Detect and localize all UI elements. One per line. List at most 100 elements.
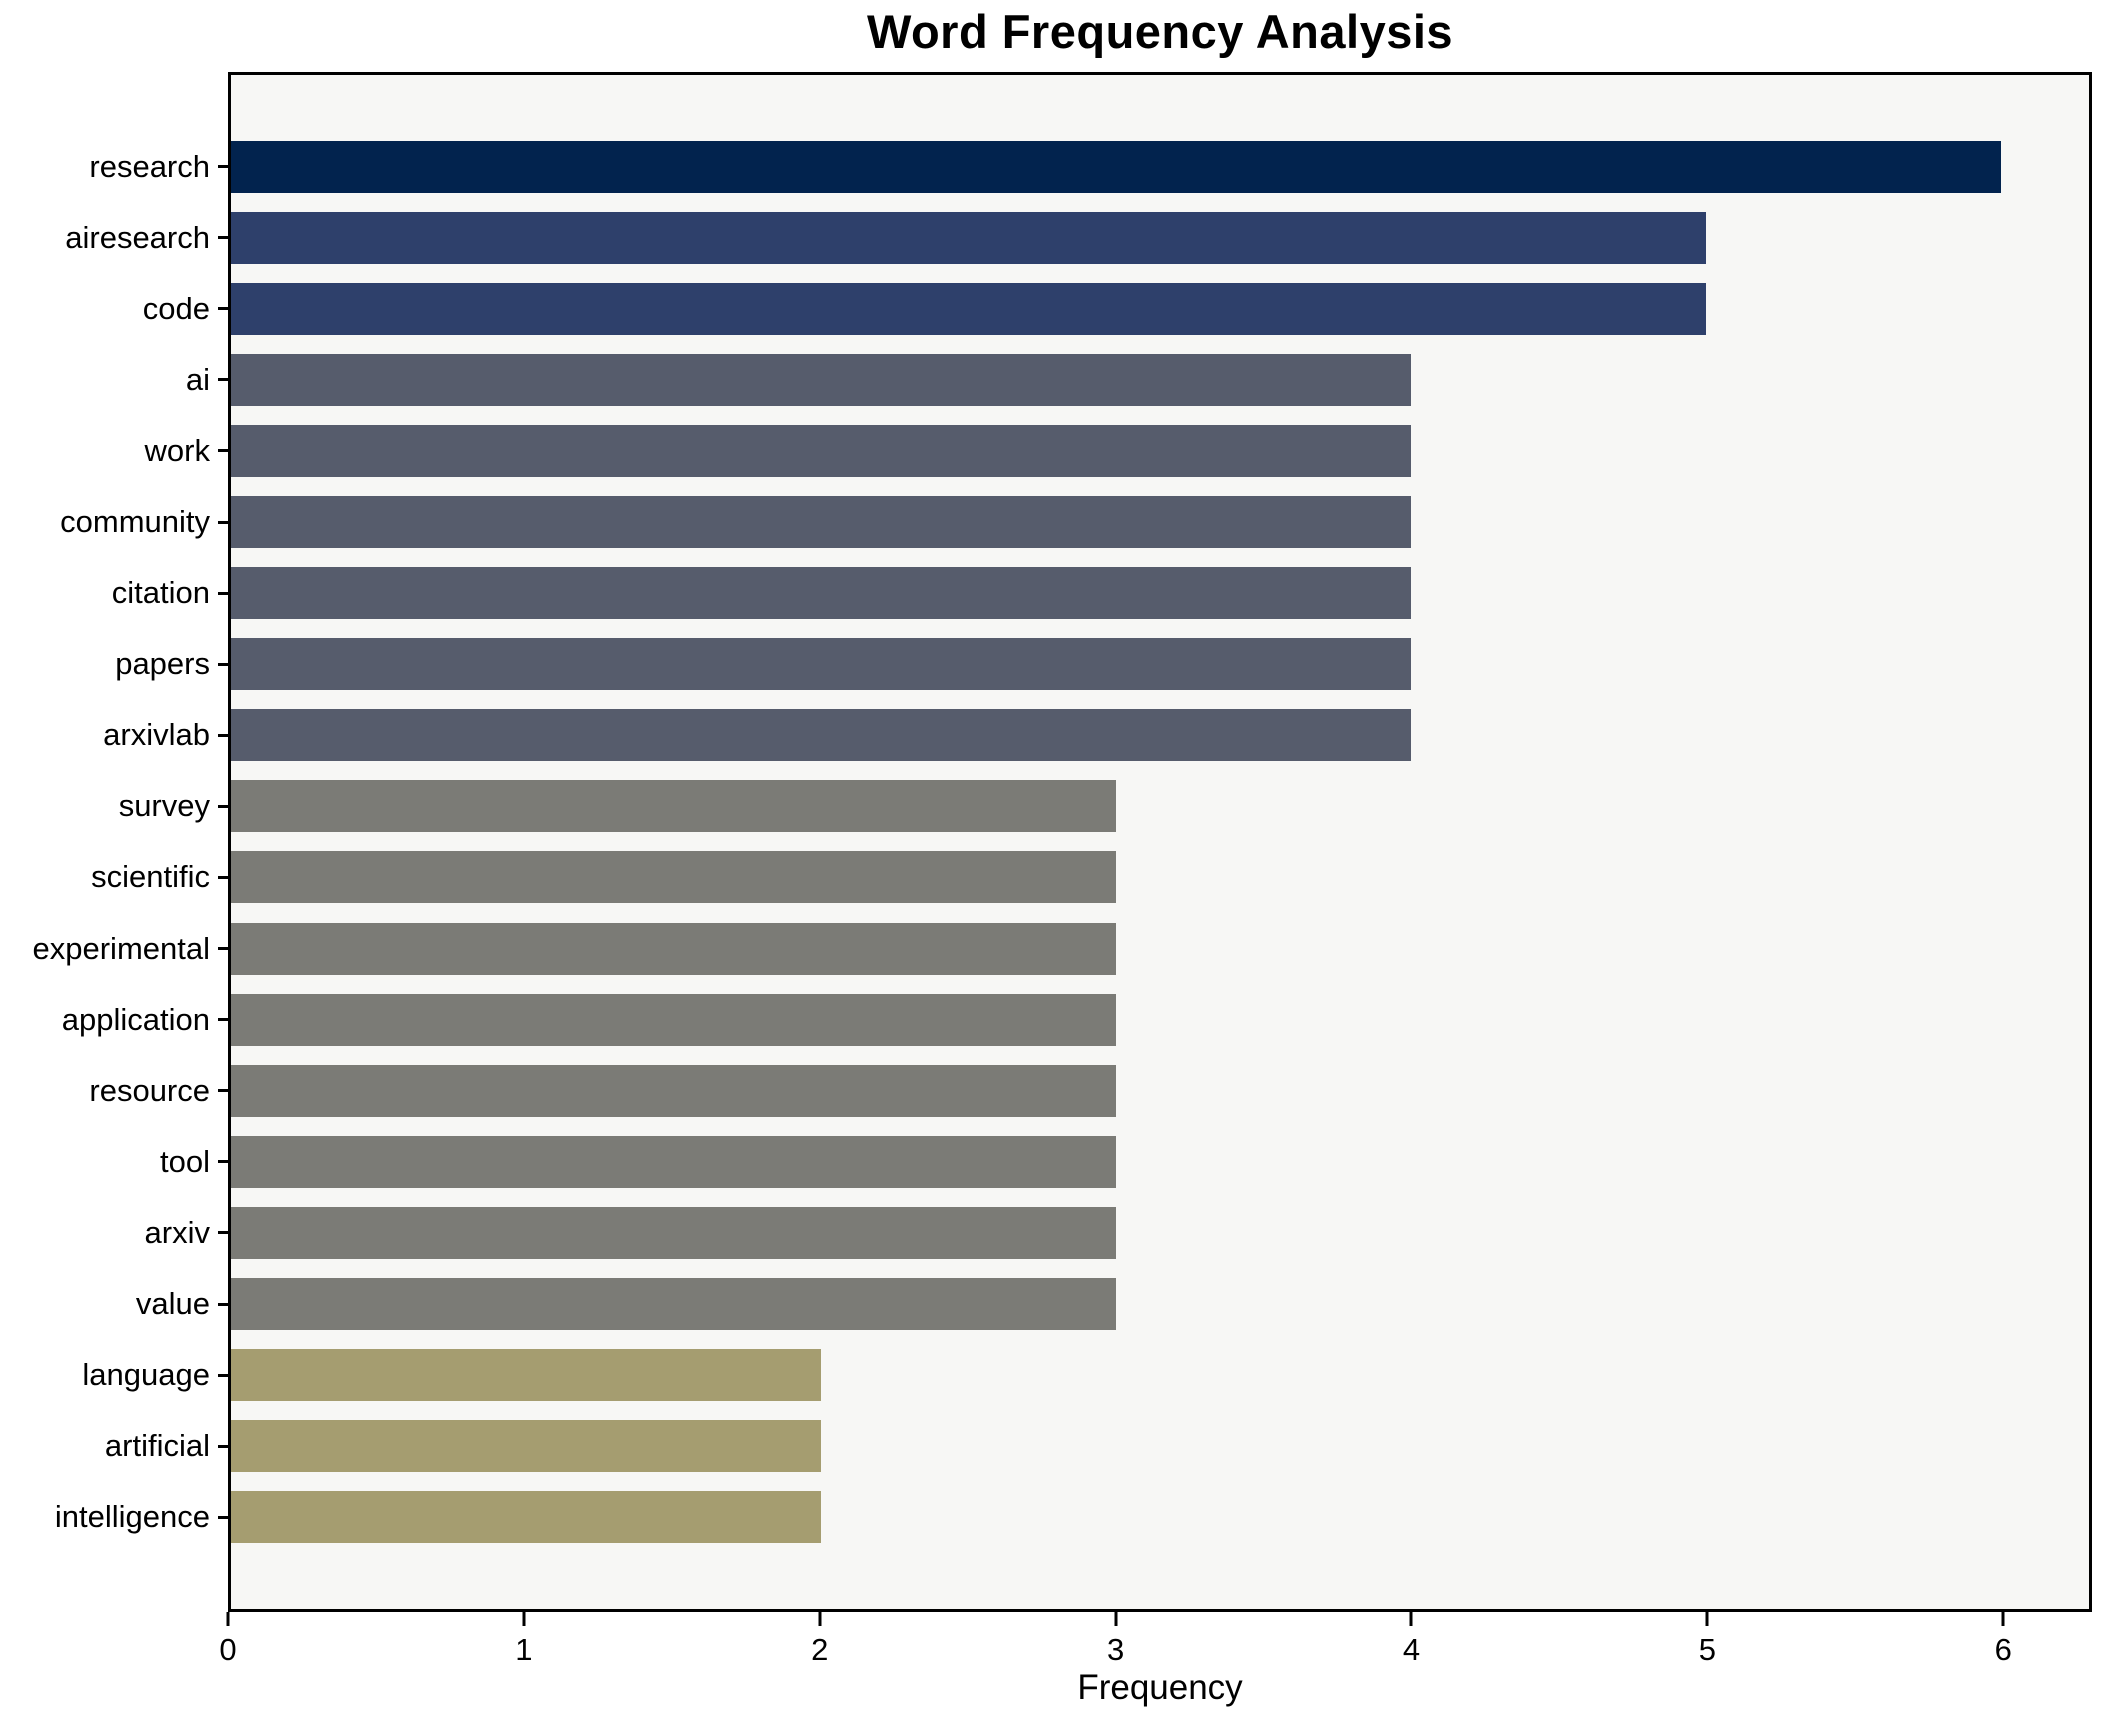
y-tick-row: experimental — [0, 913, 228, 984]
y-tick-row: community — [0, 486, 228, 557]
bar-resource — [231, 1064, 1116, 1117]
bar-airesearch — [231, 211, 1706, 264]
bar-arxivlab — [231, 709, 1411, 762]
bar-research — [231, 140, 2001, 193]
y-tick-label-application: application — [61, 1001, 210, 1037]
y-tick-label-airesearch: airesearch — [65, 219, 210, 255]
bar-row — [231, 700, 2089, 771]
y-tick-label-citation: citation — [111, 575, 210, 611]
y-tick-mark — [218, 520, 228, 524]
bar-artificial — [231, 1420, 821, 1473]
x-tick-label-2: 2 — [811, 1632, 829, 1667]
bar-application — [231, 993, 1116, 1046]
y-tick-label-artificial: artificial — [104, 1428, 210, 1464]
bar-citation — [231, 567, 1411, 620]
x-tick-mark — [2001, 1612, 2005, 1626]
bar-row — [231, 1340, 2089, 1411]
bar-row — [231, 415, 2089, 486]
y-tick-label-value: value — [135, 1286, 210, 1322]
y-tick-label-arxiv: arxiv — [144, 1214, 210, 1250]
chart-title: Word Frequency Analysis — [866, 5, 1454, 58]
bar-intelligence — [231, 1491, 821, 1544]
x-tick-mark — [1705, 1612, 1709, 1626]
y-tick-mark — [218, 1302, 228, 1306]
bar-tool — [231, 1135, 1116, 1188]
y-tick-mark — [218, 875, 228, 879]
bar-row — [231, 1197, 2089, 1268]
bar-community — [231, 496, 1411, 549]
bar-row — [231, 202, 2089, 273]
y-tick-mark — [218, 591, 228, 595]
y-axis: research airesearch code ai work community cit… — [0, 75, 228, 1609]
y-tick-mark — [218, 1018, 228, 1022]
x-axis: 0 1 2 3 4 5 6 — [219, 1612, 2092, 1682]
x-axis-label: Frequency — [1077, 1668, 1243, 1707]
y-tick-mark — [218, 733, 228, 737]
y-tick-mark — [218, 662, 228, 666]
x-tick-label-0: 0 — [219, 1632, 237, 1667]
bar-row — [231, 486, 2089, 557]
y-tick-row: survey — [0, 771, 228, 842]
y-tick-label-experimental: experimental — [32, 930, 210, 966]
y-tick-row: ai — [0, 344, 228, 415]
bar-row — [231, 1269, 2089, 1340]
y-tick-mark — [218, 1231, 228, 1235]
y-tick-row: code — [0, 273, 228, 344]
y-tick-row: arxivlab — [0, 700, 228, 771]
bar-experimental — [231, 922, 1116, 975]
bar-row — [231, 558, 2089, 629]
y-tick-label-arxivlab: arxivlab — [103, 717, 210, 753]
bar-row — [231, 1126, 2089, 1197]
bar-ai — [231, 353, 1411, 406]
y-tick-label-scientific: scientific — [91, 859, 210, 895]
y-tick-row: intelligence — [0, 1482, 228, 1553]
y-tick-mark — [218, 307, 228, 311]
bar-papers — [231, 638, 1411, 691]
y-tick-label-community: community — [60, 504, 210, 540]
x-tick-mark — [818, 1612, 822, 1626]
y-tick-row: application — [0, 984, 228, 1055]
x-tick-label-5: 5 — [1698, 1632, 1716, 1667]
y-tick-row: artificial — [0, 1411, 228, 1482]
y-tick-row: papers — [0, 629, 228, 700]
y-tick-label-research: research — [89, 148, 210, 184]
x-tick-mark — [1114, 1612, 1118, 1626]
y-tick-label-ai: ai — [185, 361, 210, 397]
y-tick-mark — [218, 165, 228, 169]
y-tick-row: research — [0, 131, 228, 202]
bar-row — [231, 1055, 2089, 1126]
y-tick-row: value — [0, 1269, 228, 1340]
y-tick-row: resource — [0, 1055, 228, 1126]
y-tick-label-intelligence: intelligence — [54, 1499, 210, 1535]
x-tick-mark — [1409, 1612, 1413, 1626]
bar-row — [231, 1411, 2089, 1482]
y-tick-mark — [218, 1160, 228, 1164]
y-tick-label-work: work — [144, 432, 210, 468]
bar-work — [231, 424, 1411, 477]
plot-area — [228, 72, 2092, 1612]
y-tick-mark — [218, 947, 228, 951]
bar-scientific — [231, 851, 1116, 904]
y-tick-row: arxiv — [0, 1197, 228, 1268]
y-tick-row: tool — [0, 1126, 228, 1197]
y-tick-row: scientific — [0, 842, 228, 913]
y-tick-row: work — [0, 415, 228, 486]
y-tick-row: airesearch — [0, 202, 228, 273]
x-tick-mark — [226, 1612, 230, 1626]
y-tick-label-papers: papers — [115, 646, 210, 682]
x-tick-label-3: 3 — [1106, 1632, 1125, 1667]
bar-row — [231, 771, 2089, 842]
y-tick-mark — [218, 449, 228, 453]
bar-value — [231, 1278, 1116, 1331]
bar-code — [231, 282, 1706, 335]
x-tick-mark — [522, 1612, 526, 1626]
x-tick-label-4: 4 — [1402, 1632, 1421, 1667]
bar-row — [231, 131, 2089, 202]
x-tick-label-1: 1 — [515, 1632, 533, 1667]
bar-language — [231, 1349, 821, 1402]
y-tick-mark — [218, 1089, 228, 1093]
bar-row — [231, 344, 2089, 415]
bar-arxiv — [231, 1206, 1116, 1259]
y-tick-mark — [218, 804, 228, 808]
